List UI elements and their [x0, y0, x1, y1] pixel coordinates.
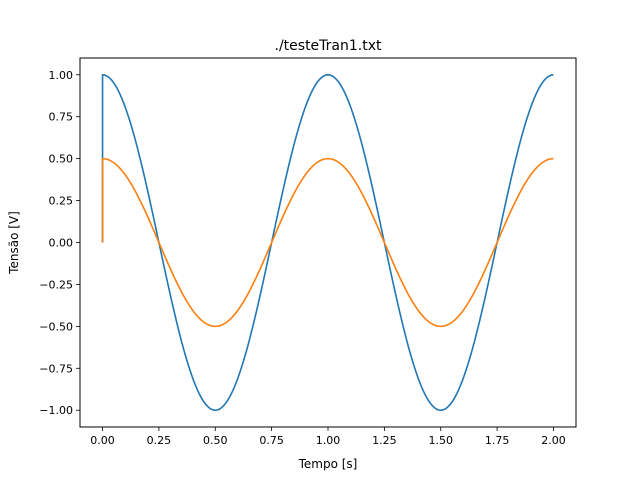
plot-area	[101, 73, 554, 412]
y-tick-label: 1.00	[49, 69, 74, 82]
series-line-2	[101, 157, 554, 328]
y-tick-label: 0.25	[49, 195, 74, 208]
y-tick-label: 0.75	[49, 111, 74, 124]
y-tick-label: 0.00	[49, 237, 74, 250]
x-axis-label: Tempo [s]	[298, 457, 358, 471]
y-axis-label: Tensão [V]	[7, 211, 21, 275]
x-tick-label: 0.25	[147, 434, 172, 447]
series-line-1	[101, 73, 554, 412]
x-tick-label: 1.75	[485, 434, 510, 447]
x-axis: 0.00 0.25 0.50 0.75 1.00 1.25 1.50 1.75 2.00	[90, 427, 566, 447]
y-tick-label: −1.00	[39, 404, 73, 417]
x-tick-label: 1.00	[316, 434, 341, 447]
y-tick-label: −0.75	[39, 362, 73, 375]
x-tick-label: 2.00	[541, 434, 566, 447]
y-axis: −1.00 −0.75 −0.50 −0.25 0.00 0.25 0.50 0.75 1.00	[39, 69, 80, 417]
x-tick-label: 1.50	[428, 434, 453, 447]
x-tick-label: 0.00	[90, 434, 115, 447]
y-tick-label: −0.50	[39, 320, 73, 333]
y-tick-label: 0.50	[49, 153, 74, 166]
axes-frame	[79, 57, 577, 428]
y-tick-label: −0.25	[39, 278, 73, 291]
chart-title: ./testeTran1.txt	[275, 38, 383, 54]
x-tick-label: 1.25	[372, 434, 397, 447]
x-tick-label: 0.75	[259, 434, 284, 447]
x-tick-label: 0.50	[203, 434, 228, 447]
